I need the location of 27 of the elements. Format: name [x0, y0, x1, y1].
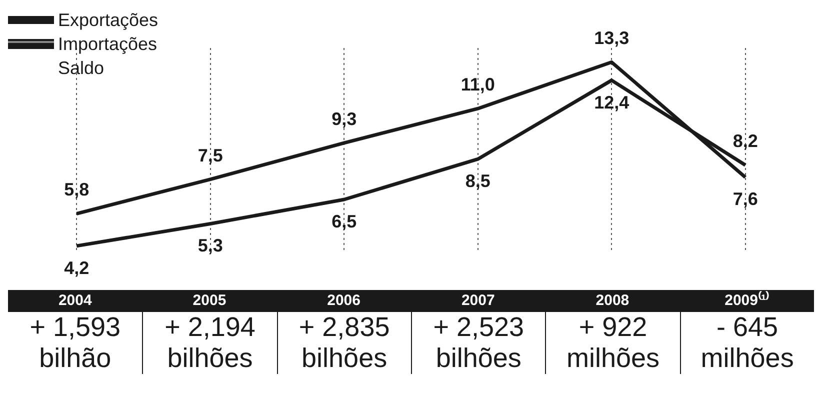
data-label: 5,3 — [198, 236, 223, 256]
data-label: 7,5 — [198, 145, 223, 166]
x-tick-label: 2006 — [326, 291, 362, 311]
data-label: 8,2 — [732, 131, 758, 152]
text: + 1,593 bilhão — [28, 312, 122, 374]
data-label: 5,8 — [64, 180, 90, 200]
text: + 2,194 bilhões — [142, 312, 277, 374]
text: + 922 milhões — [545, 312, 680, 374]
annotation: Saldo — [57, 57, 106, 80]
data-label: 8,5 — [465, 171, 490, 192]
data-label: 6,5 — [332, 211, 357, 232]
data-label: 13,3 — [594, 28, 630, 48]
x-tick-label: 2004 — [57, 291, 93, 311]
data-label: 7,6 — [732, 189, 758, 210]
x-tick-label: 2008 — [594, 291, 630, 311]
text: + 2,835 bilhões — [276, 312, 411, 374]
x-tick-label: 2007 — [460, 291, 496, 311]
legend-label: Exportações — [58, 9, 158, 32]
data-label: 11,0 — [460, 74, 495, 95]
data-label: 9,3 — [332, 108, 357, 129]
x-tick-label: 2009⁽¹⁾ — [724, 290, 770, 311]
x-tick-label: 2005 — [192, 291, 228, 311]
data-label: 4,2 — [64, 258, 90, 278]
legend-label: Importações — [58, 33, 158, 56]
text: + 2,523 bilhões — [410, 312, 546, 374]
data-label: 12,4 — [594, 92, 630, 112]
text: - 645 milhões — [680, 312, 814, 374]
